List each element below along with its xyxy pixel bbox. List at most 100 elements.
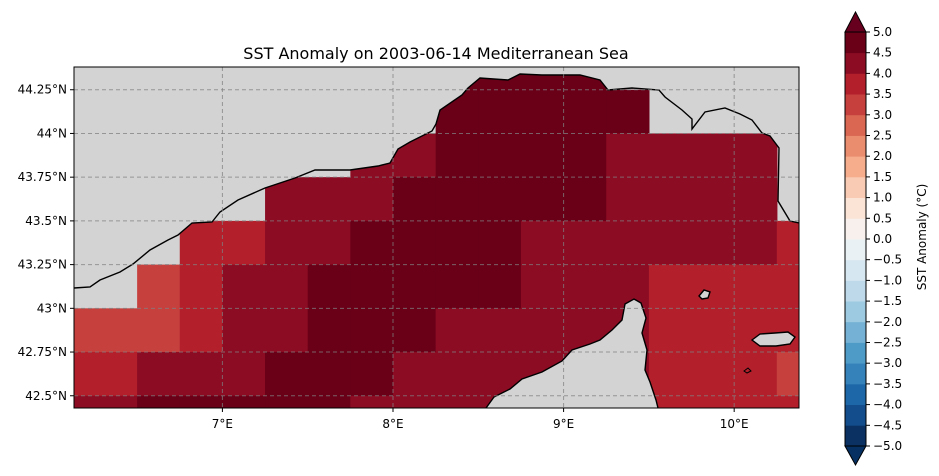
tick-label-lat-4: 43.25°N — [18, 258, 67, 272]
sst-cell-20 — [307, 177, 351, 222]
sst-cell-100 — [137, 395, 181, 408]
sst-cell-8 — [606, 89, 650, 135]
tick-label-lat-6: 42.75°N — [18, 345, 67, 359]
tick-label-lat-2: 43.75°N — [18, 170, 67, 184]
mainland-coastline — [74, 73, 799, 289]
map-frame — [73, 66, 800, 409]
sst-cell-44 — [734, 220, 778, 266]
capraia-island — [699, 290, 710, 299]
sst-cell-29 — [691, 177, 735, 222]
sst-cell-56 — [563, 264, 607, 309]
longitude-ticks: 7°E 8°E 9°E 10°E — [212, 408, 749, 431]
colorbar-segment-5 — [845, 321, 866, 343]
sst-cell-101 — [179, 395, 224, 408]
sst-cell-99 — [94, 395, 138, 408]
sst-cell-66 — [222, 308, 266, 353]
sst-cell-86 — [307, 352, 351, 397]
french-italian-coast-land — [74, 67, 799, 288]
colorbar-tick-label-5: −2.5 — [873, 336, 902, 350]
colorbar-segment-1 — [845, 404, 866, 426]
elba-coastline — [750, 331, 796, 347]
colorbar-segment-3 — [845, 363, 866, 385]
sst-cell-65 — [179, 308, 224, 353]
sst-cell-24 — [478, 177, 522, 222]
sst-cell-89 — [435, 352, 479, 397]
chart-title: SST Anomaly on 2003-06-14 Mediterranean … — [243, 44, 628, 63]
sst-cell-48 — [222, 264, 266, 309]
sst-cell-5 — [478, 89, 522, 135]
sst-cell-104 — [307, 395, 351, 408]
colorbar-segment-13 — [845, 156, 866, 178]
sst-cell-15 — [606, 133, 650, 178]
sst-cell-72 — [478, 308, 522, 353]
colorbar-segment-16 — [845, 94, 866, 116]
colorbar-tick-label-17: 3.5 — [873, 87, 892, 101]
sst-cell-22 — [393, 177, 437, 222]
sst-cell-58 — [648, 264, 693, 309]
colorbar-segment-14 — [845, 135, 866, 157]
sst-cell-57 — [606, 264, 650, 309]
sst-cell-50 — [307, 264, 351, 309]
sst-cell-88 — [393, 352, 437, 397]
sst-cell-63 — [94, 308, 138, 353]
sst-cell-71 — [435, 308, 479, 353]
sst-cell-105 — [350, 395, 394, 408]
sst-cell-28 — [648, 177, 693, 222]
sst-cell-80 — [74, 352, 96, 397]
sst-cell-60 — [734, 264, 778, 309]
sst-cell-112 — [648, 395, 693, 408]
sst-cell-27 — [606, 177, 650, 222]
sst-cell-98 — [74, 395, 96, 408]
corsica-land — [486, 299, 658, 408]
colorbar-segment-12 — [845, 176, 866, 198]
tick-label-lat-5: 43°N — [37, 301, 67, 315]
colorbar-label: SST Anomaly (°C) — [915, 184, 929, 291]
colorbar-segment-17 — [845, 73, 866, 95]
sst-cell-85 — [265, 352, 309, 397]
sst-cell-23 — [435, 177, 479, 222]
tick-label-lat-7: 42.5°N — [25, 389, 67, 403]
colorbar-tick-label-20: 5.0 — [873, 25, 892, 39]
sst-cell-81 — [94, 352, 138, 397]
colorbar-segment-19 — [845, 32, 866, 54]
tick-label-lon-2: 9°E — [553, 417, 574, 431]
colorbar-tick-label-11: 0.5 — [873, 211, 892, 225]
sst-cell-53 — [435, 264, 479, 309]
colorbar-tick-label-3: −3.5 — [873, 377, 902, 391]
sst-cell-21 — [350, 177, 394, 222]
sst-cell-77 — [691, 308, 735, 353]
sst-cell-34 — [307, 220, 351, 266]
tick-label-lon-3: 10°E — [720, 417, 749, 431]
sst-cell-13 — [520, 133, 565, 178]
colorbar-tick-label-12: 1.0 — [873, 191, 892, 205]
sst-cell-54 — [478, 264, 522, 309]
colorbar-segment-18 — [845, 52, 866, 74]
gridlines — [74, 67, 799, 408]
sst-cell-45 — [776, 220, 799, 266]
colorbar-tick-label-8: −1.0 — [873, 273, 902, 287]
colorbar-segment-4 — [845, 342, 866, 364]
colorbar: −5.0 −4.5 −4.0 −3.5 −3.0 −2.5 −2.0 −1.5 −1.0 −0.5… — [844, 10, 902, 467]
sst-cell-52 — [393, 264, 437, 309]
sst-cell-102 — [222, 395, 266, 408]
sst-cell-106 — [393, 395, 437, 408]
sst-cell-30 — [734, 177, 778, 222]
coastline — [74, 73, 799, 408]
sst-cell-51 — [350, 264, 394, 309]
sst-cell-79 — [776, 308, 799, 353]
sst-cell-38 — [478, 220, 522, 266]
colorbar-segment-11 — [845, 197, 866, 219]
sst-cell-32 — [222, 220, 266, 266]
colorbar-segment-9 — [845, 239, 866, 261]
sst-cell-70 — [393, 308, 437, 353]
sst-cell-7 — [563, 89, 607, 135]
sst-cell-31 — [179, 220, 224, 266]
colorbar-extend-low — [844, 445, 867, 467]
sst-cell-76 — [648, 308, 693, 353]
sst-cell-17 — [691, 133, 735, 178]
small-islet-coastline — [743, 367, 752, 374]
sst-cell-115 — [776, 395, 799, 408]
sst-cell-6 — [520, 89, 565, 135]
sst-cell-61 — [776, 264, 799, 309]
